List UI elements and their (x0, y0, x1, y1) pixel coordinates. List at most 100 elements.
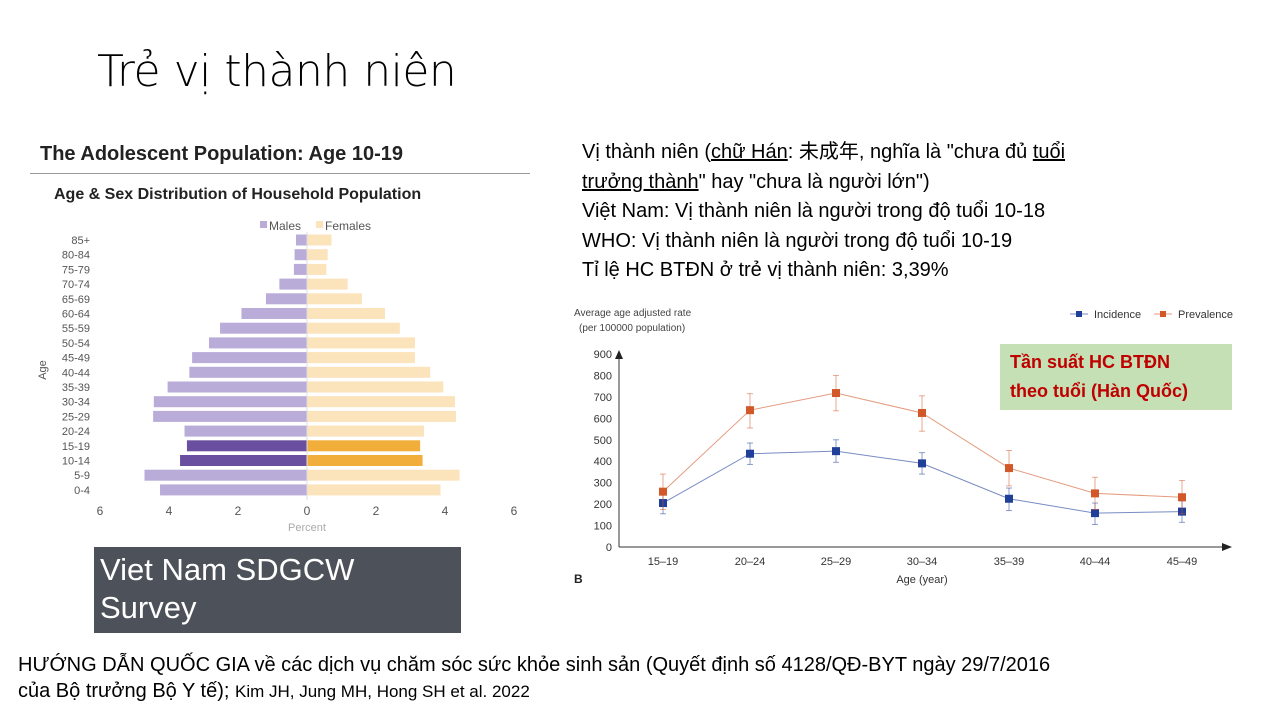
y-tick-label: 200 (594, 499, 612, 511)
age-tick-label: 45-49 (62, 353, 90, 365)
data-point-prevalence (746, 406, 754, 415)
y-axis-label: Age (37, 360, 49, 380)
x-tick-label: 6 (511, 504, 518, 518)
bar-female-75-79 (307, 263, 327, 275)
data-point-incidence (746, 449, 754, 458)
age-tick-label: 55-59 (62, 323, 90, 335)
footer-citation: Kim JH, Jung MH, Hong SH et al. 2022 (235, 682, 530, 701)
link-chu-han[interactable]: chữ Hán (710, 141, 788, 163)
y-tick-label: 900 (594, 349, 612, 361)
footer-reference: HƯỚNG DẪN QUỐC GIA về các dịch vụ chăm s… (18, 652, 1050, 705)
bar-female-20-24 (307, 425, 424, 437)
bar-male-15-19 (186, 440, 307, 452)
bar-female-25-29 (307, 410, 457, 422)
bar-male-80-84 (294, 249, 307, 261)
bar-female-45-49 (307, 352, 415, 364)
bar-male-65-69 (265, 293, 307, 305)
age-tick-label: 60-64 (62, 309, 90, 321)
x-tick-label: 20–24 (735, 556, 766, 568)
legend-label-incidence: Incidence (1094, 309, 1141, 321)
bar-male-45-49 (192, 352, 307, 364)
legend-label-females: Females (325, 219, 371, 233)
y-tick-label: 600 (594, 413, 612, 425)
bar-male-75-79 (293, 263, 307, 275)
info-l1b: : 未成年, nghĩa là "chưa đủ (787, 141, 1033, 163)
bar-female-70-74 (307, 278, 348, 290)
y-tick-label: 0 (606, 542, 612, 554)
y-tick-label: 700 (594, 392, 612, 404)
panel-label: B (574, 572, 583, 586)
x-tick-label: 45–49 (1167, 556, 1198, 568)
y-tick-label: 800 (594, 370, 612, 382)
age-tick-label: 20-24 (62, 426, 90, 438)
bar-male-40-44 (189, 366, 307, 378)
x-tick-label: 15–19 (648, 556, 679, 568)
bar-male-10-14 (180, 455, 307, 466)
age-tick-label: 40-44 (62, 367, 90, 379)
bar-female-0-4 (307, 484, 441, 496)
age-tick-label: 30-34 (62, 397, 90, 409)
footer-line2: của Bộ trưởng Bộ Y tế); (18, 680, 235, 702)
bar-male-50-54 (209, 337, 307, 349)
x-tick-label: 25–29 (821, 556, 852, 568)
bar-male-85+ (295, 234, 307, 246)
bar-male-55-59 (220, 322, 307, 334)
bar-male-30-34 (153, 396, 307, 408)
bar-female-35-39 (307, 381, 444, 393)
info-who: WHO: Vị thành niên là người trong độ tuổ… (582, 229, 1013, 252)
link-truong-thanh[interactable]: trưởng thành (582, 170, 699, 193)
divider (30, 173, 530, 174)
age-tick-label: 65-69 (62, 294, 90, 306)
bar-female-5-9 (307, 469, 460, 481)
bar-male-70-74 (279, 278, 307, 290)
legend-marker-incidence (1076, 311, 1082, 317)
info-rate: Tỉ lệ HC BTĐN ở trẻ vị thành niên: 3,39% (582, 259, 949, 281)
bar-male-5-9 (144, 469, 307, 481)
info-vietnam: Việt Nam: Vị thành niên là người trong đ… (582, 200, 1046, 222)
survey-line1: Viet Nam SDGCW Survey (100, 552, 355, 625)
bar-female-60-64 (307, 308, 385, 319)
x-tick-label: 35–39 (994, 556, 1025, 568)
age-tick-label: 85+ (71, 235, 90, 247)
bar-female-30-34 (307, 396, 456, 408)
legend-marker-prevalence (1160, 311, 1166, 317)
bar-female-85+ (307, 234, 332, 246)
legend-swatch-females (316, 221, 323, 228)
survey-line2: 2020-2021 (100, 628, 249, 663)
info-text: Vị thành niên (chữ Hán: 未成年, nghĩa là "c… (582, 138, 1222, 286)
data-point-prevalence (918, 408, 926, 417)
data-point-incidence (1091, 509, 1099, 518)
x-axis-label: Percent (288, 522, 326, 534)
data-point-prevalence (832, 389, 840, 398)
data-point-prevalence (1178, 493, 1186, 502)
pyramid-subtitle: Age & Sex Distribution of Household Popu… (54, 186, 422, 203)
data-point-incidence (1005, 494, 1013, 503)
bar-female-40-44 (307, 366, 431, 378)
data-point-incidence (918, 459, 926, 468)
x-tick-label: 0 (304, 504, 311, 518)
link-tuoi[interactable]: tuổi (1032, 141, 1066, 163)
x-tick-label: 4 (166, 504, 173, 518)
age-tick-label: 70-74 (62, 279, 90, 291)
x-tick-label: 6 (97, 504, 104, 518)
age-tick-label: 75-79 (62, 264, 90, 276)
info-l1a: Vị thành niên ( (582, 141, 711, 163)
age-tick-label: 25-29 (62, 411, 90, 423)
data-point-prevalence (1091, 489, 1099, 498)
x-tick-label: 40–44 (1080, 556, 1111, 568)
y-axis-label: Average age adjusted rate (574, 308, 692, 319)
slide-title: Trẻ vị thành niên (97, 46, 457, 97)
bar-female-15-19 (307, 440, 421, 452)
data-point-prevalence (659, 487, 667, 496)
x-axis-label: Age (year) (896, 574, 947, 586)
data-point-incidence (832, 447, 840, 456)
chart-annotation-box: Tần suất HC BTĐN theo tuổi (Hàn Quốc) (1000, 344, 1232, 410)
legend-label-males: Males (269, 219, 301, 233)
age-tick-label: 15-19 (62, 441, 90, 453)
bar-male-0-4 (160, 484, 307, 496)
y-axis-arrow (615, 350, 623, 359)
bar-male-60-64 (241, 308, 307, 319)
y-tick-label: 500 (594, 435, 612, 447)
x-tick-label: 30–34 (907, 556, 938, 568)
